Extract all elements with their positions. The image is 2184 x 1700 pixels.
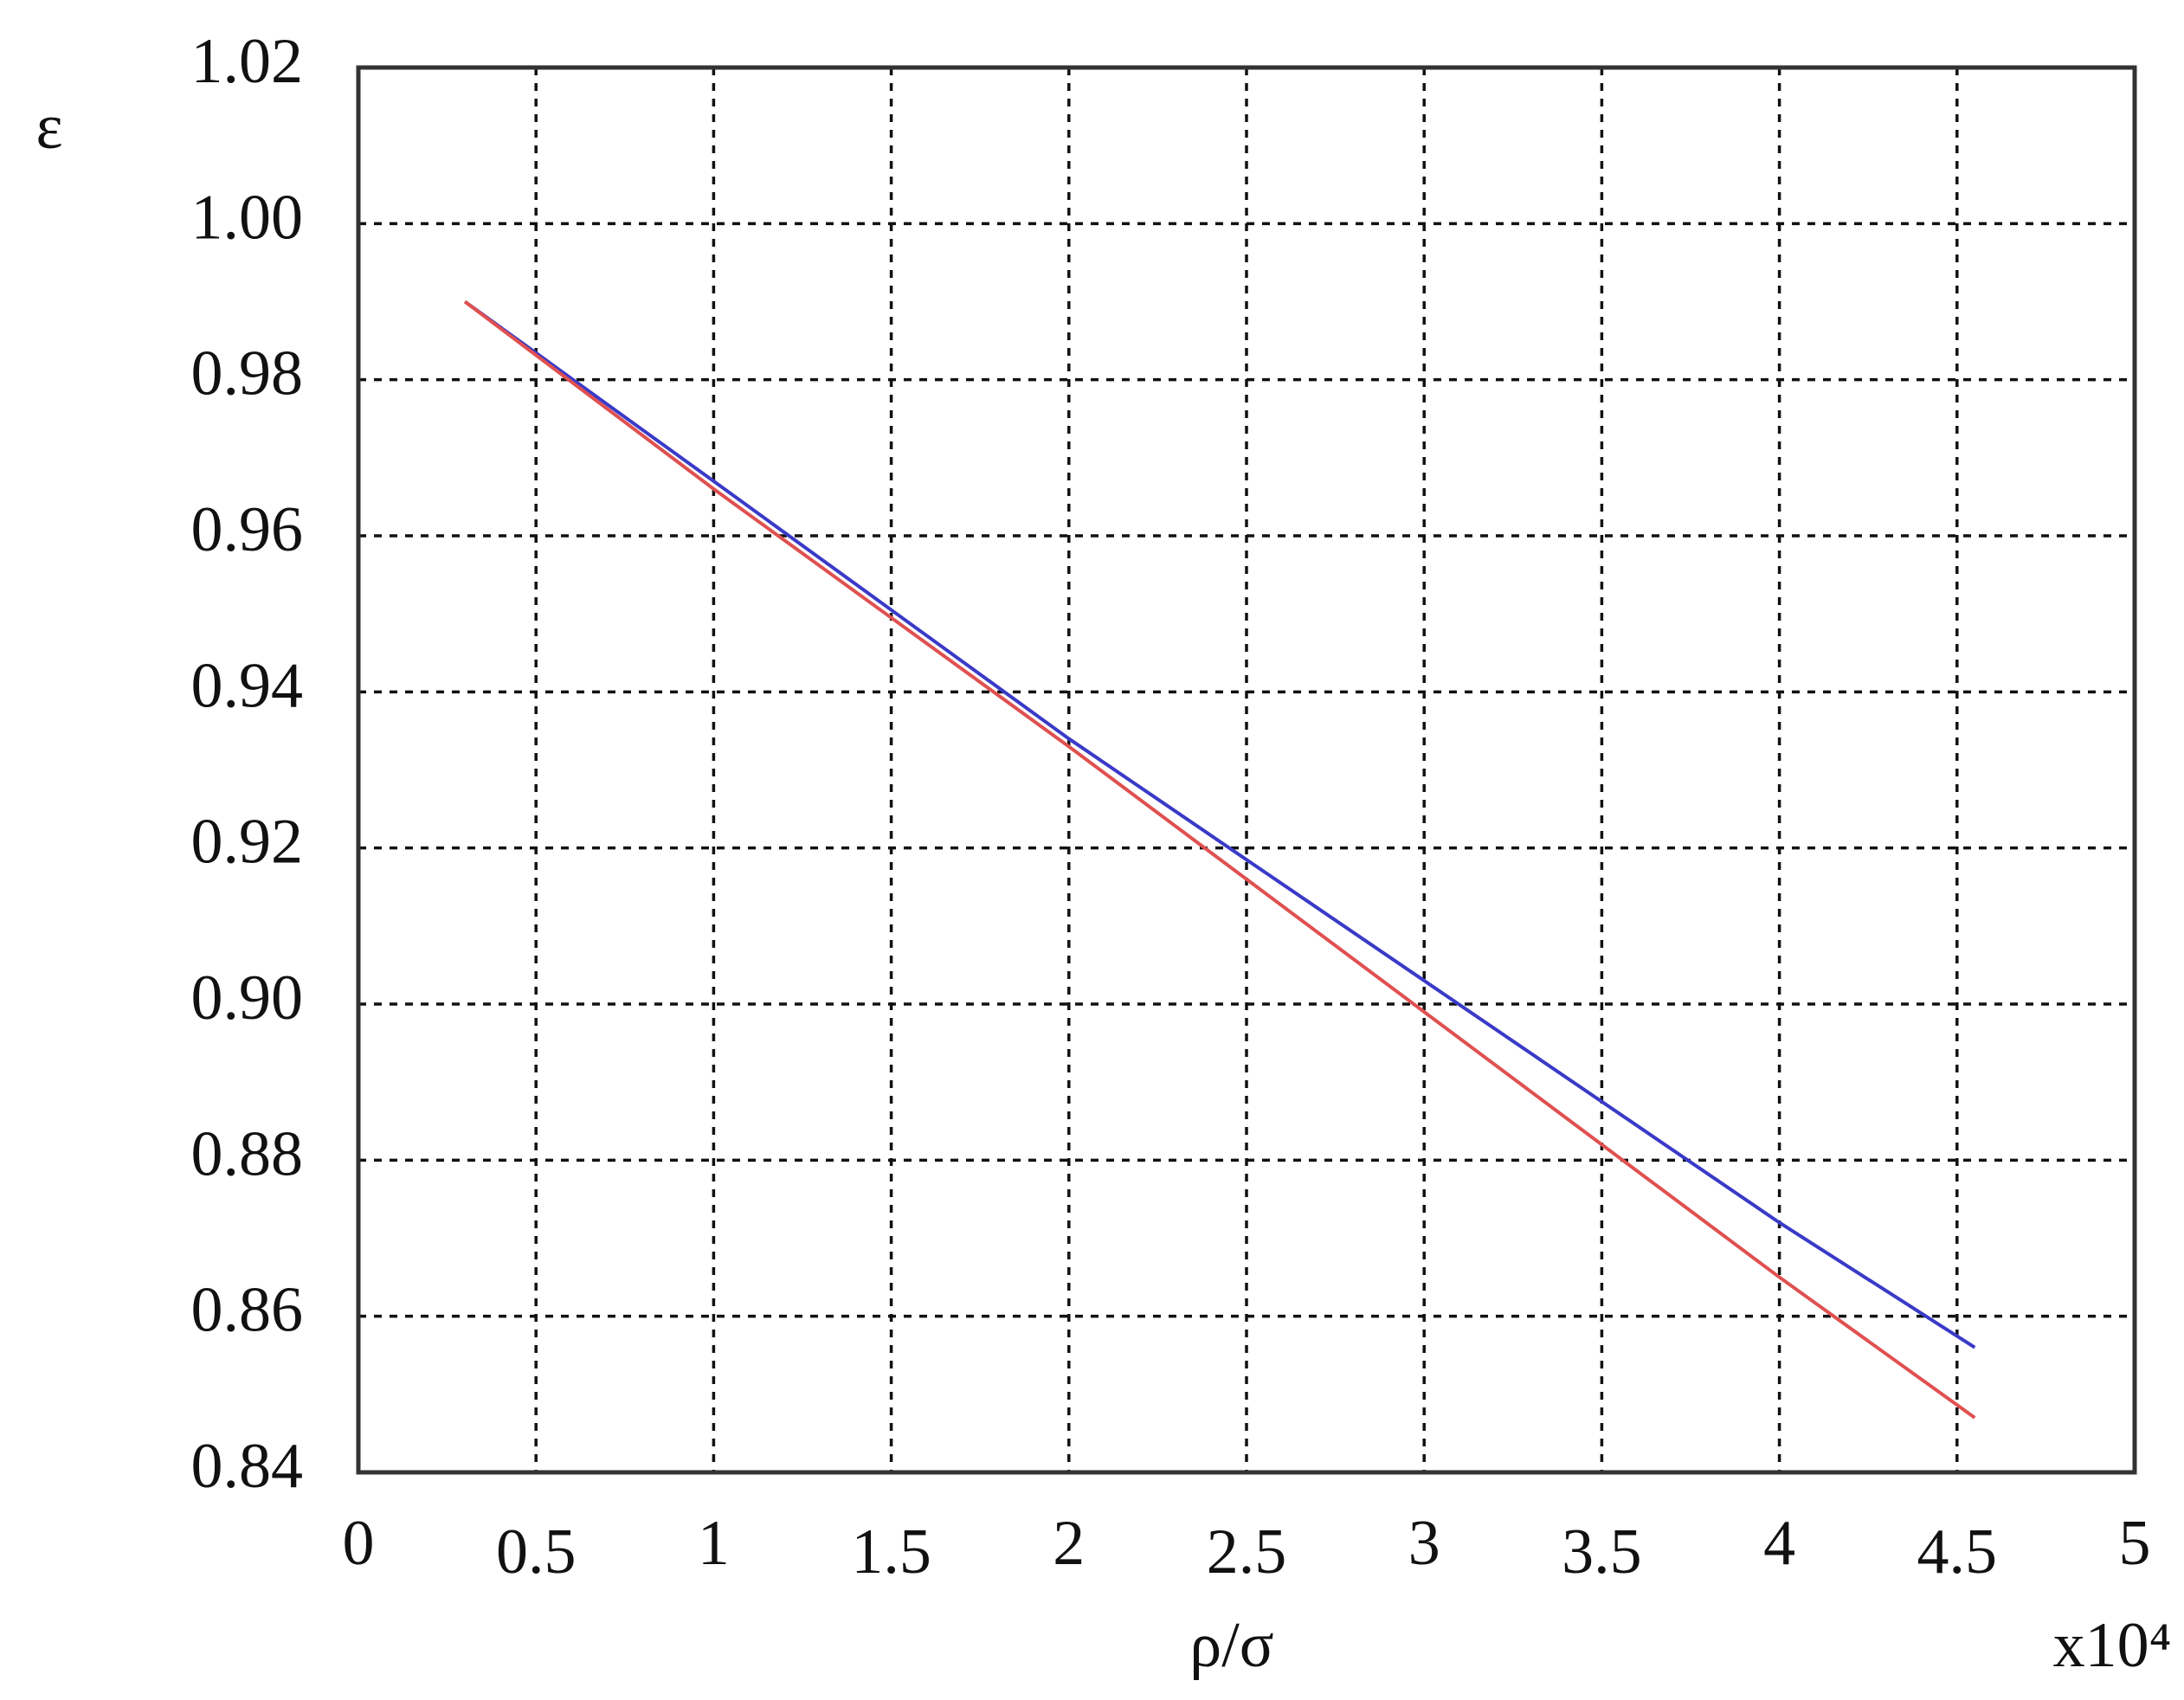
x-axis-multiplier: x10⁴ <box>2053 1610 2172 1681</box>
x-tick-label: 1 <box>698 1508 730 1579</box>
x-axis-label: ρ/σ <box>1189 1610 1273 1681</box>
y-tick-label: 1.02 <box>191 26 304 97</box>
y-tick-label: 0.94 <box>191 650 304 721</box>
x-tick-label: 1.5 <box>851 1516 931 1587</box>
y-tick-label: 0.86 <box>191 1275 304 1346</box>
x-tick-label: 4 <box>1763 1508 1795 1579</box>
x-tick-label: 2 <box>1053 1508 1085 1579</box>
y-tick-label: 0.92 <box>191 807 304 878</box>
y-tick-label: 0.84 <box>191 1431 304 1502</box>
x-tick-label: 0.5 <box>496 1516 577 1587</box>
x-tick-label: 3.5 <box>1562 1516 1642 1587</box>
y-tick-label: 1.00 <box>191 182 304 253</box>
x-tick-label: 5 <box>2119 1508 2151 1579</box>
y-axis-label: ε <box>35 92 62 163</box>
y-tick-label: 0.88 <box>191 1118 304 1189</box>
x-tick-label: 0 <box>343 1508 375 1579</box>
x-tick-label: 4.5 <box>1917 1516 1998 1587</box>
x-tick-label: 2.5 <box>1207 1516 1287 1587</box>
y-tick-label: 0.98 <box>191 338 304 409</box>
y-tick-label: 0.96 <box>191 494 304 565</box>
data-line <box>463 299 1976 1349</box>
y-tick-label: 0.90 <box>191 963 304 1034</box>
data-line <box>463 299 1976 1420</box>
plot-frame <box>356 65 2137 1475</box>
x-tick-label: 3 <box>1408 1508 1440 1579</box>
